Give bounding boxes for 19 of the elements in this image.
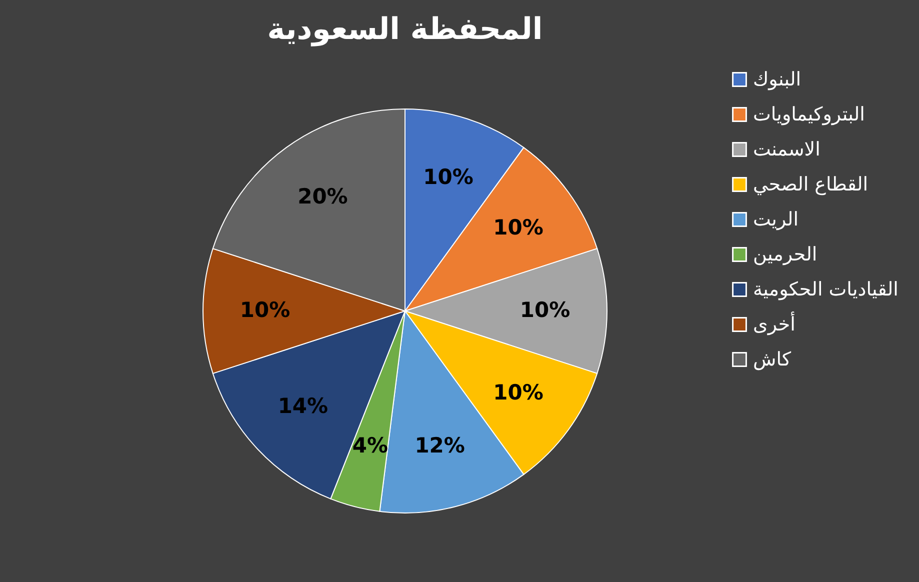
legend-label: الاسمنت xyxy=(753,138,820,160)
data-label: 10% xyxy=(423,164,474,189)
legend-label: أخرى xyxy=(753,312,796,336)
legend-label: الحرمين xyxy=(753,244,818,266)
legend-label: الريت xyxy=(753,208,798,230)
data-label: 10% xyxy=(240,298,290,322)
data-label: 14% xyxy=(278,394,328,418)
chart-title: المحفظة السعودية xyxy=(267,12,543,47)
data-label: 10% xyxy=(520,298,570,322)
data-label: 12% xyxy=(414,434,465,458)
legend-label: القياديات الحكومية xyxy=(753,278,898,300)
legend-label: البتروكيماويات xyxy=(753,104,865,126)
data-label: 10% xyxy=(493,380,544,404)
legend-label: القطاع الصحي xyxy=(753,174,868,196)
data-label: 4% xyxy=(352,434,388,458)
data-label: 20% xyxy=(298,184,348,209)
legend-label: البنوك xyxy=(753,68,802,90)
legend-label: كاش xyxy=(753,348,792,370)
data-label: 10% xyxy=(493,216,544,240)
